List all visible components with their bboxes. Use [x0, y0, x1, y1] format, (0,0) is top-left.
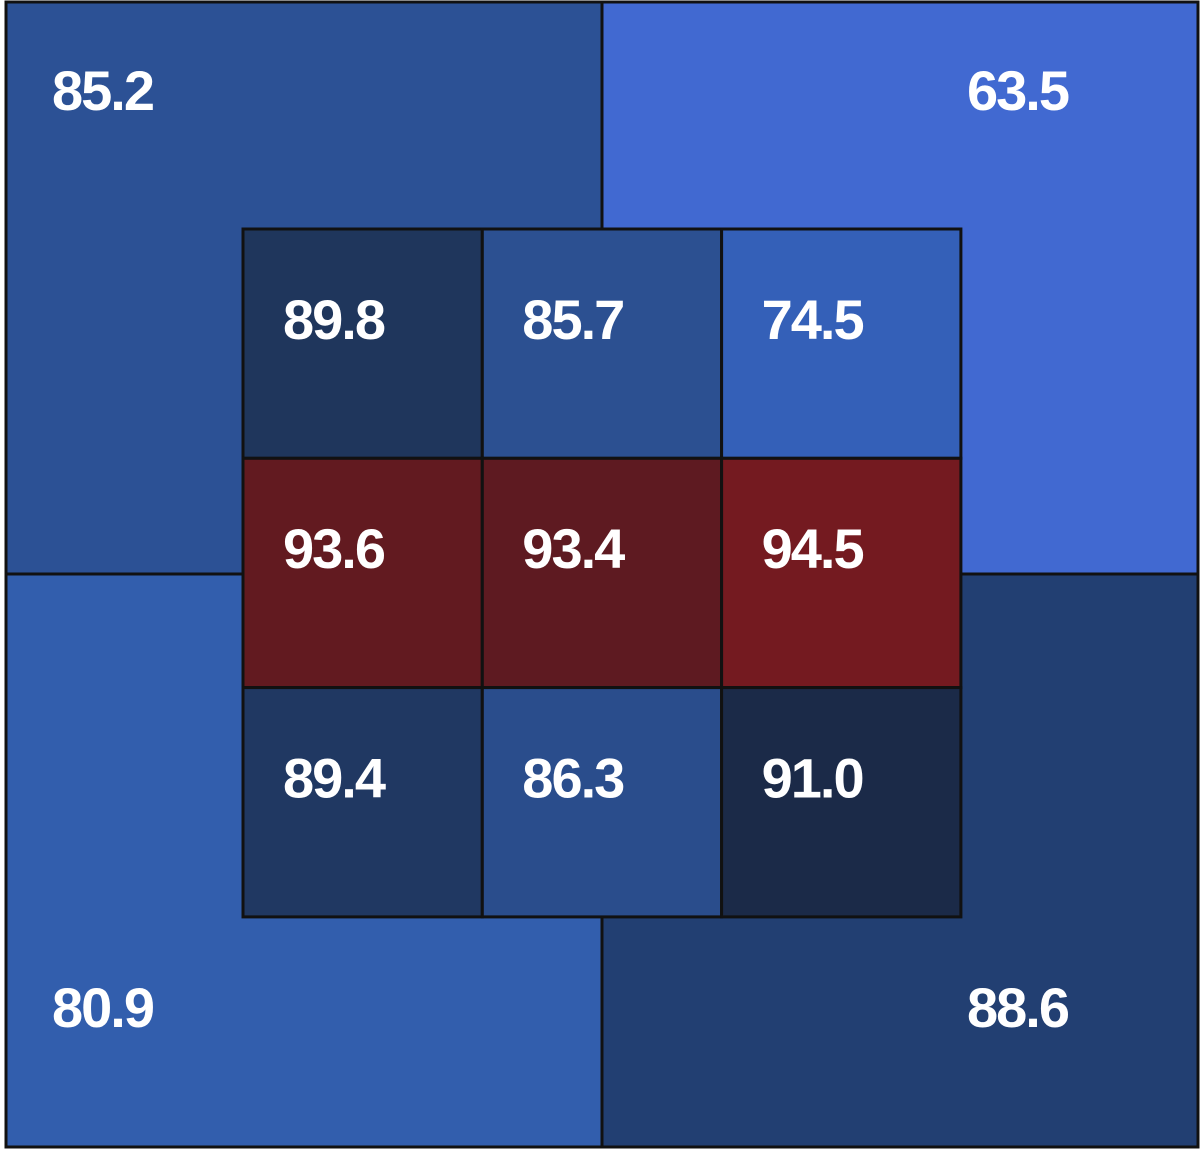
- inner-zone: [480, 227, 724, 460]
- outer-zone-label: 85.2: [52, 59, 153, 122]
- inner-zone-label: 93.6: [283, 517, 385, 580]
- outer-zone-label: 63.5: [967, 59, 1069, 122]
- inner-zone-label: 91.0: [762, 746, 863, 809]
- inner-zone: [720, 686, 963, 919]
- inner-zone: [720, 456, 963, 690]
- inner-zone-label: 86.3: [522, 746, 624, 809]
- inner-zone: [480, 686, 724, 919]
- inner-zone-label: 74.5: [762, 288, 864, 351]
- inner-zone-label: 89.4: [283, 746, 386, 809]
- inner-zone: [241, 456, 484, 690]
- inner-zone-label: 85.7: [522, 288, 623, 351]
- inner-zone-label: 93.4: [522, 517, 625, 580]
- inner-zone-label: 89.8: [283, 288, 385, 351]
- outer-zone-label: 80.9: [52, 976, 154, 1039]
- inner-zone: [241, 227, 484, 460]
- outer-zone-label: 88.6: [967, 976, 1069, 1039]
- inner-zone-label: 94.5: [762, 517, 864, 580]
